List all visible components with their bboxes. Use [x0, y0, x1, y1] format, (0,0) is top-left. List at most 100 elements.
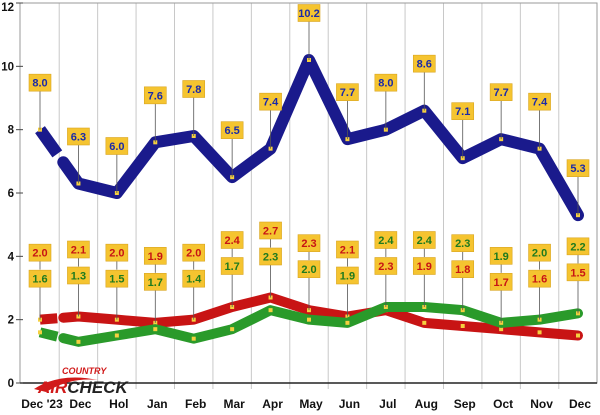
- data-label-box: [336, 83, 359, 101]
- data-label: 2.1: [340, 245, 355, 257]
- data-labels: 8.0 6.3 6.0 7.6 7.8 6.5 7.4 10.2 7.7 8.0 8.6 7.1 7.7…: [28, 4, 590, 323]
- data-label-box: [412, 54, 436, 73]
- y-tick-label: 4: [8, 251, 15, 263]
- series-segment-start: [35, 126, 63, 158]
- data-label: 7.1: [455, 106, 470, 118]
- data-label-box: [105, 269, 129, 288]
- data-label: 2.0: [532, 248, 547, 260]
- logo-swoosh-icon: [34, 377, 98, 392]
- data-label-box: [143, 86, 167, 105]
- data-label-box: [67, 266, 90, 285]
- x-tick-label: Hol: [109, 397, 128, 411]
- data-label-box: [566, 263, 590, 282]
- data-label-box: [143, 247, 167, 265]
- data-label-box: [297, 260, 321, 278]
- logo-check-text: CHECK: [67, 378, 129, 397]
- data-label-box: [105, 137, 129, 155]
- logo-main-text: AIRCHECK: [37, 378, 129, 397]
- data-label: 7.7: [493, 87, 508, 99]
- data-label-box: [182, 80, 206, 98]
- x-tick-label: Jan: [147, 397, 168, 411]
- data-label: 6.0: [109, 141, 124, 153]
- data-label-box: [528, 92, 551, 111]
- data-label-box: [566, 237, 590, 256]
- data-label: 1.4: [186, 274, 202, 286]
- x-tick-label: May: [299, 397, 323, 411]
- x-tick-label: Oct: [493, 397, 513, 411]
- data-label: 1.3: [71, 271, 86, 283]
- data-label-box: [528, 269, 551, 288]
- data-label: 1.9: [493, 251, 508, 263]
- data-label: 2.4: [224, 235, 240, 247]
- data-label-box: [374, 231, 398, 249]
- data-label: 2.0: [32, 248, 47, 260]
- data-label: 2.7: [263, 226, 278, 238]
- y-tick-label: 12: [1, 2, 14, 14]
- data-label-box: [297, 4, 321, 22]
- y-tick-label: 10: [1, 61, 14, 73]
- data-point-marker: [268, 308, 273, 313]
- series-segment-start: [39, 313, 58, 325]
- data-point-marker: [460, 324, 465, 328]
- y-tick-label: 6: [8, 188, 14, 200]
- data-label-box: [67, 240, 90, 259]
- data-label-box: [451, 260, 475, 278]
- x-tick-label: Sep: [454, 397, 476, 411]
- y-tick-label: 2: [8, 315, 14, 327]
- data-point-marker: [422, 320, 427, 325]
- data-label-box: [451, 102, 475, 120]
- x-tick-label: Feb: [185, 397, 206, 411]
- data-label: 6.3: [71, 132, 86, 144]
- data-point-marker: [76, 339, 81, 344]
- data-label: 2.0: [301, 264, 316, 276]
- data-point-marker: [153, 327, 158, 332]
- data-label: 1.5: [109, 274, 124, 286]
- x-tick-label: Aug: [415, 397, 438, 411]
- data-label: 1.9: [148, 251, 163, 263]
- data-point-marker: [576, 333, 580, 338]
- data-label: 1.7: [224, 261, 239, 273]
- x-tick-label: Jun: [339, 397, 360, 411]
- data-label: 1.7: [148, 277, 163, 289]
- data-label-box: [336, 266, 359, 285]
- data-label: 7.4: [532, 97, 548, 109]
- data-label-box: [143, 273, 167, 291]
- data-label-box: [489, 83, 513, 101]
- data-label-box: [528, 243, 551, 262]
- y-tick-label: 8: [8, 125, 15, 137]
- y-tick-label: 0: [8, 378, 14, 390]
- data-label-box: [67, 127, 90, 146]
- data-label-box: [297, 234, 321, 252]
- data-label: 8.0: [378, 78, 393, 90]
- data-point-marker: [114, 333, 119, 338]
- data-label-box: [374, 73, 398, 92]
- data-label: 2.4: [417, 235, 433, 247]
- data-label-box: [105, 243, 129, 262]
- data-label: 1.6: [532, 274, 547, 286]
- data-label: 1.7: [493, 277, 508, 289]
- data-label: 2.3: [301, 238, 316, 250]
- data-label: 7.7: [340, 87, 355, 99]
- data-label-box: [566, 159, 590, 177]
- data-label: 2.2: [570, 241, 585, 253]
- data-label: 8.0: [32, 78, 47, 90]
- data-label-box: [28, 243, 52, 262]
- data-label: 7.4: [263, 97, 279, 109]
- data-label: 1.9: [340, 271, 355, 283]
- logo-air-text: AIR: [37, 378, 68, 397]
- data-label: 10.2: [298, 8, 319, 20]
- x-tick-label: Dec: [569, 397, 591, 411]
- logo-top-text: COUNTRY: [62, 366, 107, 376]
- data-label: 1.6: [32, 274, 47, 286]
- data-label-box: [412, 231, 436, 249]
- data-label: 1.9: [417, 261, 432, 273]
- x-tick-label: Nov: [530, 397, 553, 411]
- data-label-box: [489, 273, 513, 291]
- data-label: 1.8: [455, 264, 470, 276]
- data-label: 6.5: [224, 125, 239, 137]
- data-point-marker: [345, 320, 350, 325]
- data-point-marker: [191, 336, 196, 341]
- x-tick-label: Apr: [262, 397, 283, 411]
